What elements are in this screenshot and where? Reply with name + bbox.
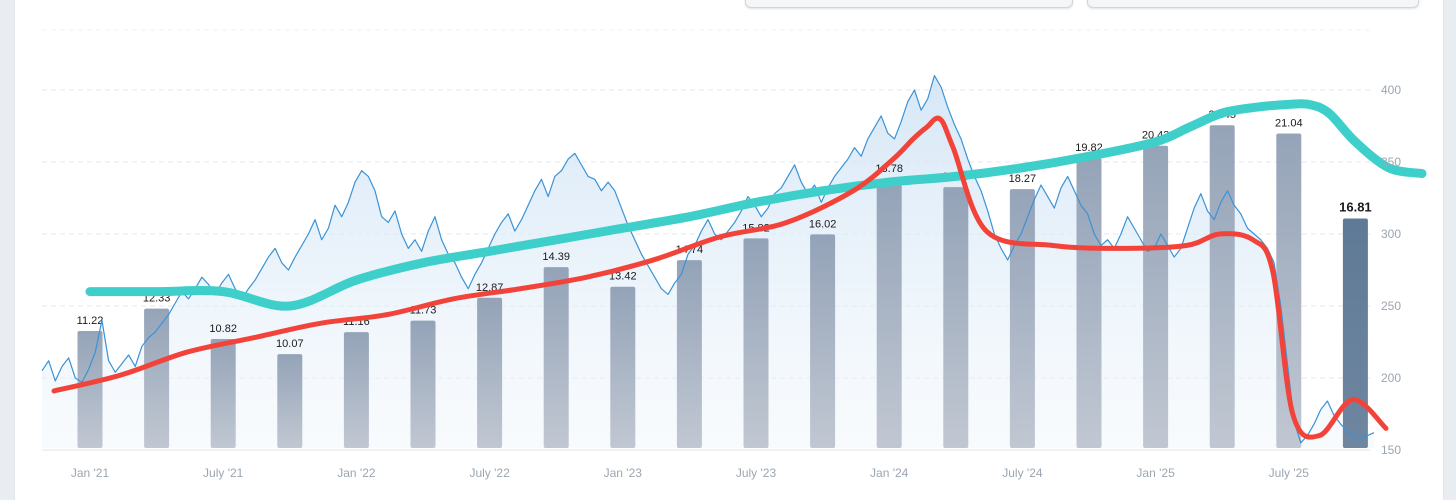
bar-value-label: 21.04	[1275, 117, 1303, 129]
bar-Jan '24[interactable]	[876, 178, 902, 448]
bar-July '25[interactable]	[1276, 133, 1302, 448]
x-tick-label: July '22	[469, 466, 510, 480]
y-tick-label: 300	[1381, 227, 1401, 241]
bar-value-label: 10.07	[276, 338, 304, 350]
x-tick-label: Jan '23	[604, 466, 643, 480]
bar-Oct '25[interactable]	[1342, 218, 1368, 448]
bar-value-label: 10.82	[209, 323, 237, 335]
top-control-left[interactable]	[745, 0, 1073, 8]
x-tick-label: Jan '21	[71, 466, 110, 480]
bar-July '24[interactable]	[1009, 189, 1035, 449]
y-tick-label: 200	[1381, 371, 1401, 385]
y-axis: 150 200 250 300 350 400	[1381, 83, 1401, 457]
x-axis: Jan '21 July '21 Jan '22 July '22 Jan '23 Jul…	[71, 466, 1309, 480]
bar-Oct '24[interactable]	[1076, 157, 1102, 448]
bar-Apr '24[interactable]	[943, 187, 969, 449]
bar-July '22[interactable]	[477, 297, 503, 448]
x-tick-label: July '24	[1002, 466, 1043, 480]
bar-value-label: 16.81	[1339, 200, 1372, 215]
y-tick-label: 350	[1381, 155, 1401, 169]
x-tick-label: Jan '22	[337, 466, 376, 480]
bar-Apr '25[interactable]	[1209, 125, 1235, 449]
red-trend-line	[51, 115, 1389, 440]
bar-Apr '21[interactable]	[144, 308, 170, 448]
bar-Jan '23[interactable]	[610, 286, 636, 448]
teal-trend-line	[85, 99, 1427, 311]
bar-Apr '23[interactable]	[676, 260, 702, 448]
x-tick-label: Jan '24	[870, 466, 909, 480]
bar-Jan '25[interactable]	[1143, 145, 1169, 448]
y-tick-label: 400	[1381, 83, 1401, 97]
series-lines	[41, 75, 1427, 444]
bar-value-label: 16.02	[809, 218, 837, 230]
x-tick-label: July '25	[1269, 466, 1310, 480]
top-control-right[interactable]	[1087, 0, 1419, 8]
bar-Oct '21[interactable]	[277, 354, 303, 448]
bars	[77, 125, 1368, 449]
bar-July '21[interactable]	[210, 338, 236, 448]
bar-value-label: 18.27	[1009, 173, 1037, 185]
y-tick-label: 250	[1381, 299, 1401, 313]
bar-Apr '22[interactable]	[410, 320, 436, 448]
bar-value-label: 13.42	[609, 271, 637, 283]
price-area-fill	[42, 75, 1374, 448]
y-tick-label: 150	[1381, 443, 1401, 457]
bar-Oct '23[interactable]	[810, 234, 836, 448]
x-tick-label: July '23	[736, 466, 777, 480]
price-area	[42, 75, 1374, 448]
bar-Jan '22[interactable]	[343, 332, 369, 448]
bar-value-label: 11.22	[77, 315, 104, 327]
x-tick-label: July '21	[203, 466, 244, 480]
bar-Oct '22[interactable]	[543, 267, 569, 448]
bar-Jan '21[interactable]	[77, 330, 103, 448]
bar-value-label: 14.39	[542, 251, 570, 263]
bar-July '23[interactable]	[743, 238, 769, 448]
gridlines	[42, 29, 1370, 451]
x-tick-label: Jan '25	[1136, 466, 1175, 480]
